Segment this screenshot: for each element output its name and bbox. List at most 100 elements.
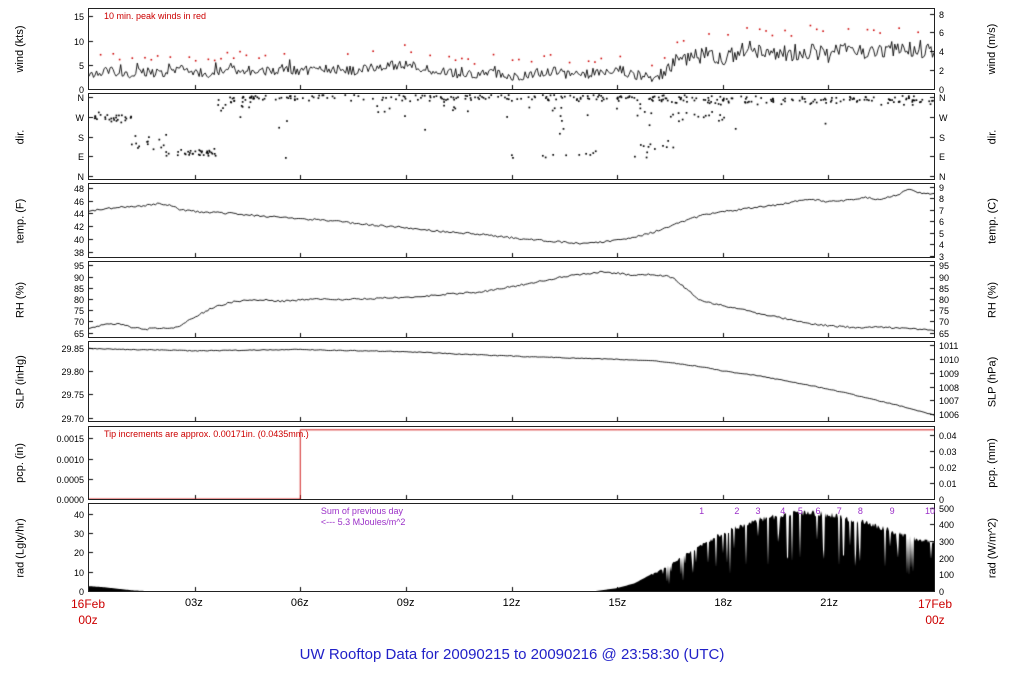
tick-label-right-rad: 200	[939, 553, 955, 564]
tick-label-right-slp: 1011	[939, 341, 959, 352]
tick-label-right-slp: 1009	[939, 368, 960, 379]
tick-label-left-rh: 90	[73, 272, 84, 283]
axis-label-right-wind: wind (m/s)	[986, 23, 998, 75]
annotation-rad-1: <--- 5.3 MJoules/m^2	[320, 517, 406, 527]
x-tick-label: 21z	[820, 597, 838, 609]
annotation-rad-0: Sum of previous day	[320, 506, 403, 516]
tick-label-right-rad: 300	[939, 537, 955, 548]
tick-label-right-pcp: 0.03	[939, 447, 957, 458]
axis-label-right-dir: dir.	[986, 129, 998, 144]
tick-label-left-rad: 20	[73, 548, 84, 559]
tick-label-right-temp: 6	[939, 217, 945, 228]
tick-label-left-slp: 29.70	[61, 413, 84, 424]
tick-label-left-wind: 5	[78, 60, 84, 71]
mj-accumulation-mark: 6	[815, 506, 821, 516]
mj-accumulation-mark: 3	[755, 506, 761, 516]
pcp-canvas	[89, 427, 934, 499]
axis-label-left-pcp: pcp. (in)	[14, 443, 26, 483]
tick-label-right-pcp: 0.04	[939, 431, 957, 442]
x-end-time: 00z	[925, 613, 945, 627]
tick-label-right-slp: 1007	[939, 396, 960, 407]
mj-accumulation-mark: 7	[836, 506, 842, 516]
axis-label-left-rad: rad (Lgly/hr)	[14, 517, 26, 578]
rh-canvas	[89, 262, 934, 337]
axis-label-left-rh: RH (%)	[14, 281, 26, 318]
tick-label-left-dir: W	[75, 112, 85, 123]
slp-canvas	[89, 342, 934, 421]
tick-label-left-slp: 29.85	[61, 343, 84, 354]
axis-label-left-wind: wind (kts)	[14, 25, 26, 73]
wind-canvas	[89, 9, 934, 89]
tick-label-right-rh: 70	[939, 317, 950, 328]
dir-canvas	[89, 94, 934, 179]
tick-label-left-rh: 65	[73, 328, 84, 339]
tick-label-left-rh: 85	[73, 283, 84, 294]
tick-label-right-temp: 7	[939, 205, 945, 216]
tick-label-right-rad: 400	[939, 520, 955, 531]
tick-label-left-dir: S	[77, 132, 84, 143]
tick-label-right-temp: 9	[939, 182, 945, 193]
tick-label-right-dir: W	[939, 112, 948, 123]
tick-label-left-temp: 46	[73, 196, 84, 207]
tick-label-left-wind: 15	[73, 12, 84, 23]
tick-label-left-wind: 0	[78, 85, 84, 95]
mj-accumulation-mark: 4	[780, 506, 786, 516]
tick-label-right-dir: E	[939, 152, 946, 163]
tick-label-right-wind: 0	[939, 85, 945, 95]
annotation-pcp: Tip increments are approx. 0.00171in. (0…	[104, 429, 309, 439]
tick-label-left-temp: 44	[73, 209, 84, 220]
tick-label-left-pcp: 0.0010	[56, 454, 84, 465]
tick-label-left-slp: 29.80	[61, 366, 84, 377]
x-start-date: 16Feb	[70, 597, 106, 611]
axis-label-right-pcp: pcp. (mm)	[986, 438, 998, 488]
tick-label-right-wind: 6	[939, 28, 945, 39]
tick-label-left-pcp: 0.0005	[56, 474, 84, 485]
tick-label-left-pcp: 0.0015	[56, 434, 84, 445]
tick-label-left-dir: E	[77, 152, 84, 163]
axis-label-right-rh: RH (%)	[986, 281, 998, 318]
tick-label-right-rh: 65	[939, 328, 950, 339]
panel-temp	[88, 183, 935, 258]
tick-label-right-pcp: 0	[939, 495, 945, 505]
annotation-wind: 10 min. peak winds in red	[104, 11, 207, 21]
panel-pcp	[88, 426, 935, 500]
tick-label-right-rh: 90	[939, 272, 950, 283]
panel-rh	[88, 261, 935, 338]
x-tick-label: 12z	[502, 597, 521, 609]
mj-accumulation-mark: 5	[797, 506, 803, 516]
rad-canvas	[89, 504, 934, 591]
tick-label-right-rh: 80	[939, 294, 950, 305]
tick-label-left-slp: 29.75	[61, 390, 84, 401]
tick-label-right-dir: S	[939, 132, 946, 143]
tick-label-left-rh: 70	[73, 317, 84, 328]
tick-label-right-rh: 75	[939, 306, 950, 317]
x-start-time: 00z	[78, 613, 98, 627]
tick-label-right-wind: 2	[939, 66, 945, 77]
tick-label-right-dir: N	[939, 172, 946, 183]
axis-label-left-temp: temp. (F)	[14, 198, 26, 243]
tick-label-left-rad: 40	[73, 509, 84, 520]
panel-slp	[88, 341, 935, 422]
tick-label-left-rad: 0	[78, 587, 84, 597]
tick-label-left-rh: 75	[73, 306, 84, 317]
axis-label-right-temp: temp. (C)	[986, 197, 998, 244]
mj-accumulation-mark: 8	[857, 506, 863, 516]
tick-label-left-wind: 10	[73, 36, 84, 47]
tick-label-right-dir: N	[939, 92, 946, 103]
x-tick-label: 03z	[185, 597, 203, 609]
x-tick-label: 18z	[714, 597, 733, 609]
chart-title: UW Rooftop Data for 20090215 to 20090216…	[299, 646, 725, 663]
tick-label-left-temp: 40	[73, 235, 84, 246]
panel-wind	[88, 8, 935, 90]
tick-label-left-dir: N	[77, 172, 85, 183]
tick-label-right-pcp: 0.02	[939, 463, 957, 474]
tick-label-left-temp: 38	[73, 247, 84, 258]
tick-label-right-rad: 0	[939, 587, 945, 597]
tick-label-right-slp: 1006	[939, 410, 960, 421]
tick-label-left-rad: 10	[73, 567, 84, 578]
tick-label-right-wind: 8	[939, 9, 945, 20]
axis-label-right-rad: rad (W/m^2)	[986, 517, 998, 578]
x-tick-label: 09z	[396, 597, 415, 609]
tick-label-right-temp: 5	[939, 228, 945, 239]
